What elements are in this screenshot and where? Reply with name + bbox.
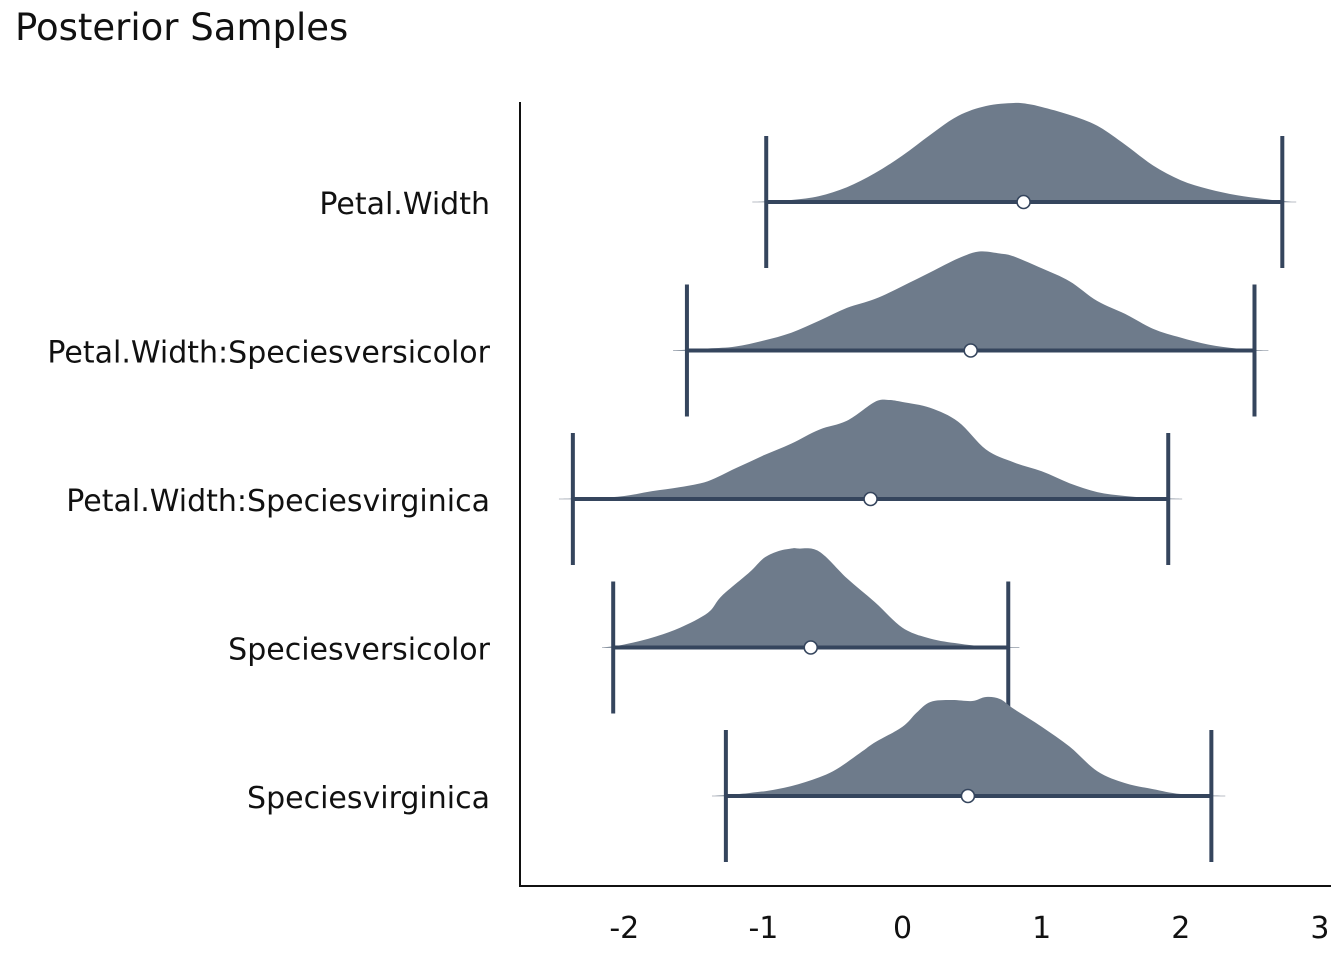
point-estimate — [803, 640, 819, 655]
category-label: Petal.Width:Speciesversicolor — [47, 336, 490, 371]
x-tick-label: 0 — [893, 911, 912, 946]
density-ridge — [673, 251, 1265, 351]
x-tick-label: 1 — [1032, 911, 1051, 946]
category-label: Speciesversicolor — [228, 633, 491, 668]
point-estimate — [963, 343, 979, 358]
ridge-row: Petal.Width:Speciesversicolor — [47, 251, 1269, 417]
ridge-row: Petal.Width:Speciesvirginica — [66, 399, 1183, 565]
x-tick-label: 3 — [1310, 911, 1329, 946]
point-estimate — [1016, 194, 1031, 210]
density-ridge — [714, 696, 1223, 796]
x-tick-label: 2 — [1171, 911, 1190, 946]
ridge-row: Petal.Width — [319, 102, 1297, 268]
x-tick-label: -2 — [609, 911, 639, 946]
category-label: Petal.Width — [319, 187, 490, 222]
density-ridge — [603, 548, 1021, 648]
ridge-row: Speciesvirginica — [247, 696, 1226, 862]
density-ridge — [561, 399, 1181, 499]
point-estimate — [960, 788, 976, 804]
chart-title: Posterior Samples — [15, 6, 349, 49]
density-ridge — [756, 102, 1292, 202]
category-label: Speciesvirginica — [247, 781, 490, 816]
point-estimate — [863, 491, 878, 507]
ridge-row: Speciesversicolor — [228, 548, 1021, 714]
x-tick-label: -1 — [748, 911, 778, 946]
category-label: Petal.Width:Speciesvirginica — [66, 484, 490, 519]
